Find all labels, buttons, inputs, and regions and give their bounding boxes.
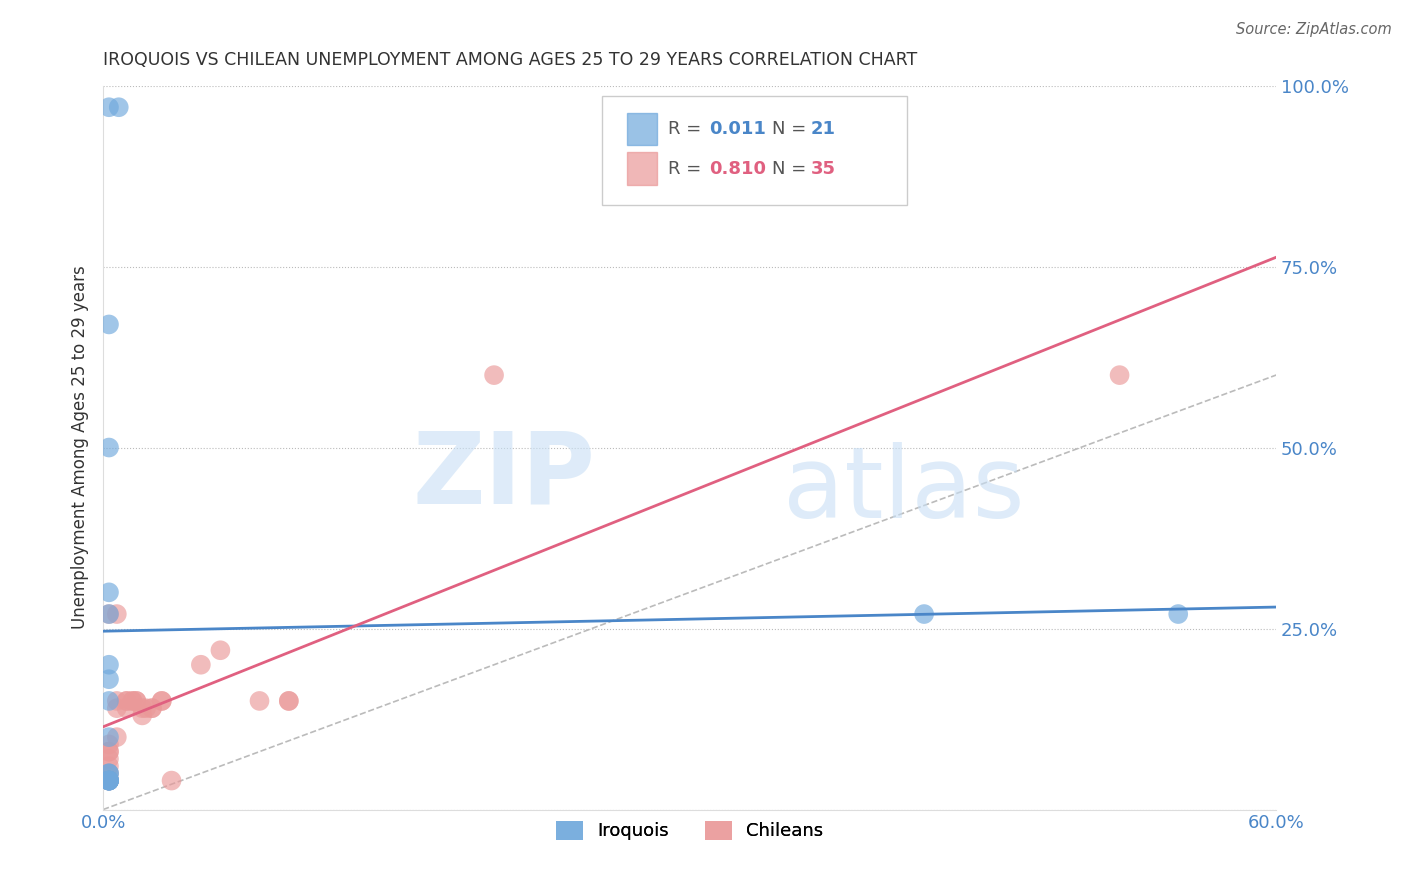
Point bbox=[98, 766, 121, 780]
Point bbox=[105, 694, 128, 708]
FancyBboxPatch shape bbox=[602, 96, 907, 205]
Point bbox=[277, 694, 299, 708]
FancyBboxPatch shape bbox=[627, 153, 657, 185]
Point bbox=[249, 694, 271, 708]
Point bbox=[98, 585, 121, 599]
Point bbox=[98, 773, 121, 788]
Point bbox=[209, 643, 232, 657]
Text: IROQUOIS VS CHILEAN UNEMPLOYMENT AMONG AGES 25 TO 29 YEARS CORRELATION CHART: IROQUOIS VS CHILEAN UNEMPLOYMENT AMONG A… bbox=[103, 51, 917, 69]
Point bbox=[912, 607, 935, 621]
Point bbox=[98, 773, 121, 788]
Point bbox=[98, 100, 121, 114]
Point bbox=[105, 730, 128, 744]
Point bbox=[125, 694, 148, 708]
Text: R =: R = bbox=[668, 160, 707, 178]
Point bbox=[150, 694, 173, 708]
Point bbox=[98, 441, 121, 455]
Point bbox=[98, 766, 121, 780]
Point bbox=[121, 694, 143, 708]
Point bbox=[107, 100, 129, 114]
Point bbox=[125, 694, 148, 708]
Point bbox=[98, 745, 121, 759]
Point bbox=[115, 694, 138, 708]
Point bbox=[141, 701, 163, 715]
Text: 35: 35 bbox=[810, 160, 835, 178]
Point bbox=[1167, 607, 1189, 621]
Text: N =: N = bbox=[772, 120, 811, 138]
Point bbox=[115, 694, 138, 708]
Point bbox=[141, 701, 163, 715]
Text: 21: 21 bbox=[810, 120, 835, 138]
Text: R =: R = bbox=[668, 120, 707, 138]
Text: Source: ZipAtlas.com: Source: ZipAtlas.com bbox=[1236, 22, 1392, 37]
Point bbox=[150, 694, 173, 708]
Point bbox=[121, 694, 143, 708]
Point bbox=[98, 657, 121, 672]
Point bbox=[98, 607, 121, 621]
Point bbox=[98, 738, 121, 752]
Point bbox=[98, 752, 121, 766]
Point bbox=[98, 773, 121, 788]
Point bbox=[1108, 368, 1130, 383]
Point bbox=[98, 773, 121, 788]
Text: 0.810: 0.810 bbox=[710, 160, 766, 178]
Y-axis label: Unemployment Among Ages 25 to 29 years: Unemployment Among Ages 25 to 29 years bbox=[72, 266, 89, 630]
Point bbox=[105, 607, 128, 621]
Point bbox=[98, 730, 121, 744]
Text: 0.011: 0.011 bbox=[710, 120, 766, 138]
Point bbox=[190, 657, 212, 672]
Point bbox=[482, 368, 505, 383]
Point bbox=[98, 773, 121, 788]
Point bbox=[105, 701, 128, 715]
Point bbox=[98, 694, 121, 708]
Point bbox=[98, 745, 121, 759]
Text: atlas: atlas bbox=[783, 442, 1025, 540]
Point bbox=[98, 773, 121, 788]
Point bbox=[98, 672, 121, 686]
Point bbox=[277, 694, 299, 708]
Point bbox=[98, 766, 121, 780]
Text: ZIP: ZIP bbox=[413, 428, 596, 525]
Text: N =: N = bbox=[772, 160, 811, 178]
Point bbox=[98, 759, 121, 773]
Point bbox=[98, 773, 121, 788]
Point bbox=[131, 708, 153, 723]
Point bbox=[98, 773, 121, 788]
Point bbox=[98, 607, 121, 621]
Point bbox=[135, 701, 157, 715]
FancyBboxPatch shape bbox=[627, 112, 657, 145]
Point bbox=[98, 318, 121, 332]
Legend: Iroquois, Chileans: Iroquois, Chileans bbox=[548, 814, 831, 847]
Point bbox=[98, 773, 121, 788]
Point bbox=[160, 773, 183, 788]
Point bbox=[115, 701, 138, 715]
Point bbox=[131, 701, 153, 715]
